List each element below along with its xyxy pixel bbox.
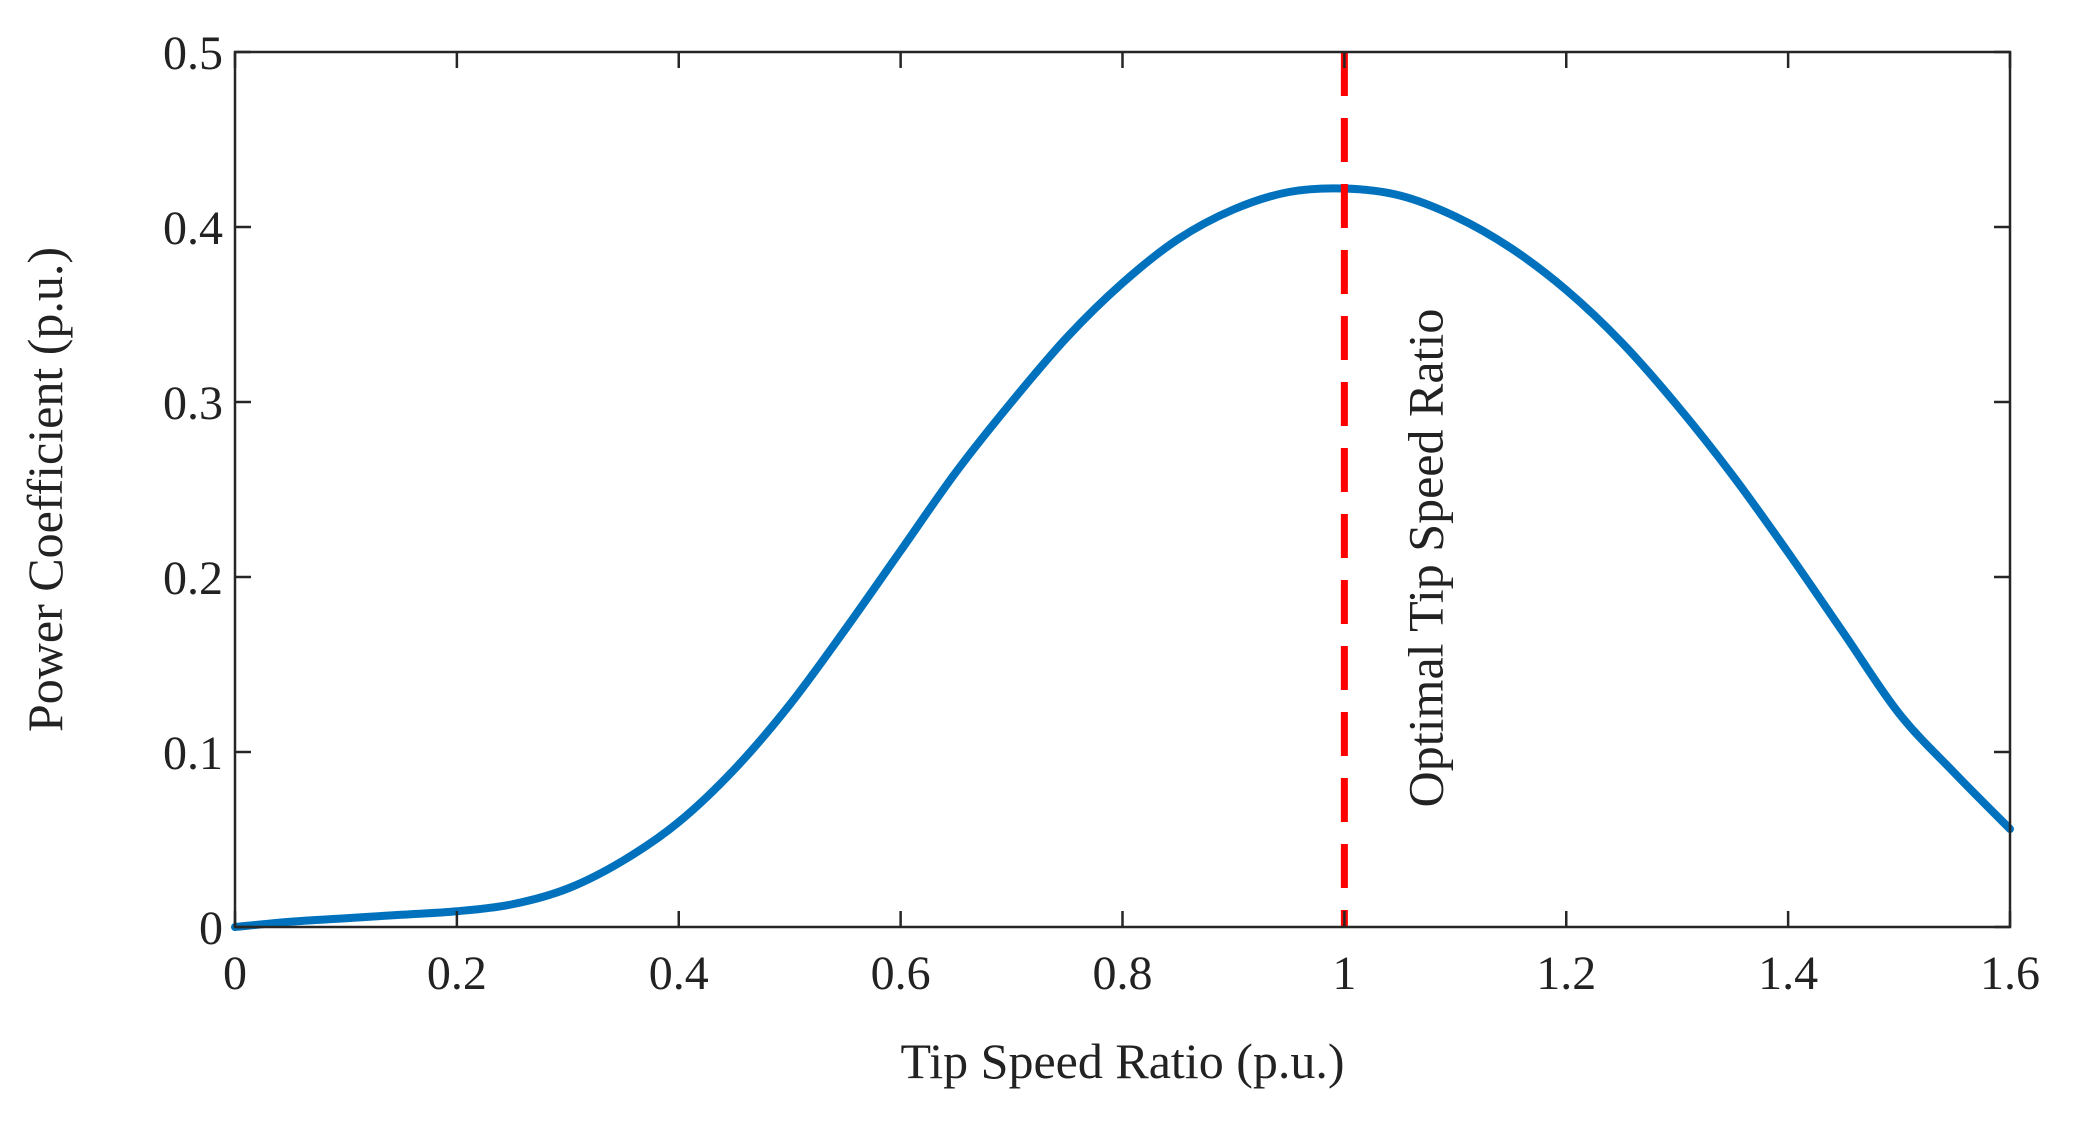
y-tick-label: 0	[199, 902, 223, 955]
y-tick-label: 0.5	[163, 27, 223, 80]
y-tick-label: 0.1	[163, 727, 223, 780]
series-line-power-coefficient	[231, 184, 2014, 931]
x-axis-label: Tip Speed Ratio (p.u.)	[901, 1033, 1345, 1089]
y-axis-label: Power Coefficient (p.u.)	[17, 247, 73, 732]
y-tick-label: 0.4	[163, 202, 223, 255]
optimal-tsr-annotation: Optimal Tip Speed Ratio	[1397, 309, 1453, 808]
x-tick-label: 0	[223, 947, 247, 1000]
x-tick-label: 0.8	[1093, 947, 1153, 1000]
x-tick-label: 0.2	[427, 947, 487, 1000]
x-tick-label: 1.4	[1758, 947, 1818, 1000]
x-tick-label: 1.6	[1980, 947, 2040, 1000]
y-tick-label: 0.3	[163, 377, 223, 430]
y-tick-label: 0.2	[163, 552, 223, 605]
x-tick-label: 1.2	[1536, 947, 1596, 1000]
plot-marks	[231, 52, 2014, 931]
x-tick-label: 1	[1332, 947, 1356, 1000]
ticks-group: 0 0.2 0.4 0.6 0.8 1 1.2 1.4 1.6 0 0.1 0.2 0.3 0.4 0.5	[163, 27, 2040, 1000]
x-tick-label: 0.6	[871, 947, 931, 1000]
x-tick-label: 0.4	[649, 947, 709, 1000]
